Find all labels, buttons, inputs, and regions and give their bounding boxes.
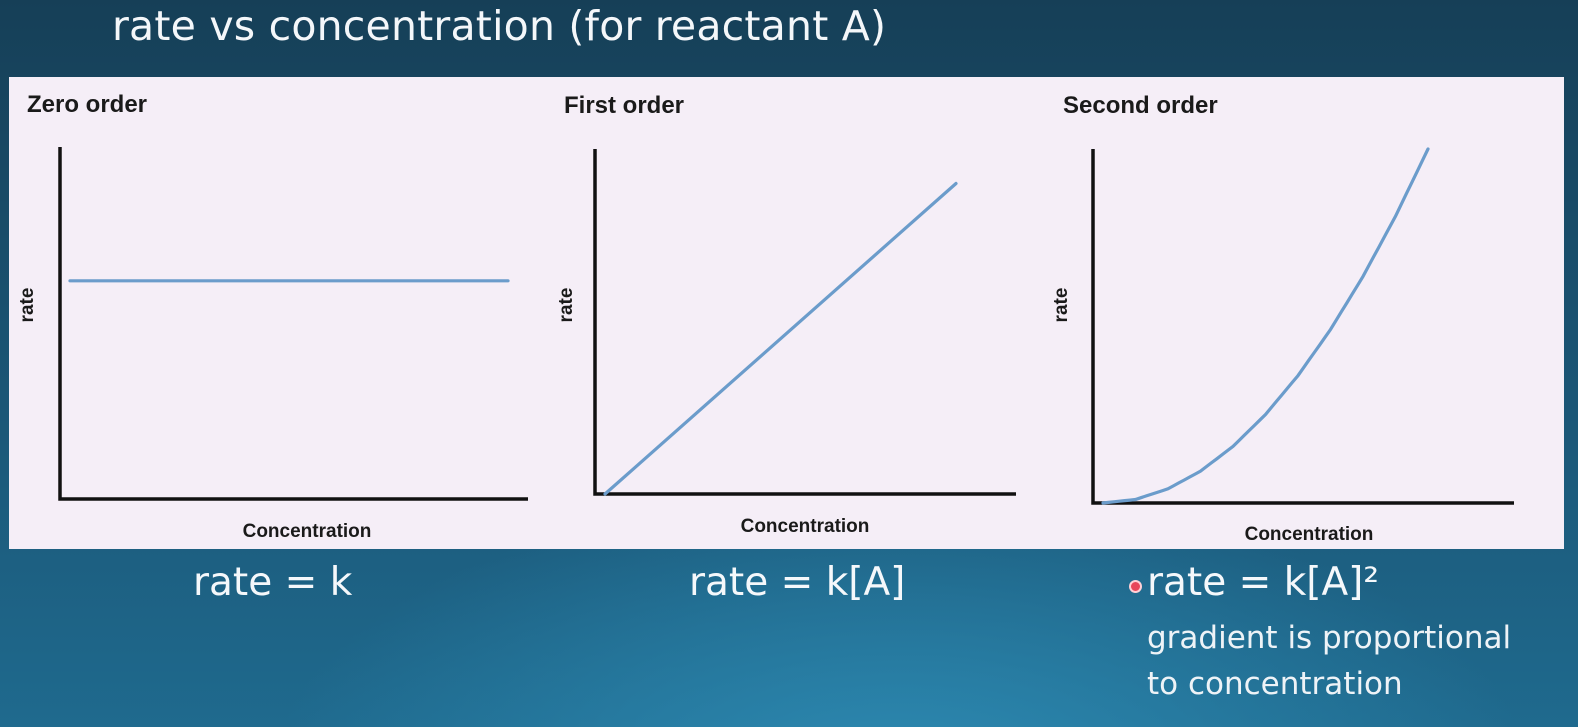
y-axis-label-zero-order: rate [17, 288, 38, 323]
chart-title-zero-order: Zero order [27, 91, 147, 118]
note-line-1: gradient is proportional [1147, 620, 1512, 656]
y-axis-label-second-order: rate [1051, 288, 1072, 323]
equation-first-order: rate = k[A] [689, 560, 906, 605]
charts-svg: Zero order rate Concentration First order ra… [17, 91, 1514, 545]
x-axis-label-zero-order: Concentration [243, 521, 372, 542]
chart-title-first-order: First order [564, 92, 684, 119]
series-line-first-order [603, 181, 958, 496]
laser-pointer-icon [1129, 580, 1142, 593]
x-axis-label-second-order: Concentration [1245, 524, 1374, 545]
axes-first-order [593, 149, 1016, 496]
equation-zero-order: rate = k [193, 560, 353, 605]
x-axis-label-first-order: Concentration [741, 516, 870, 537]
axes-zero-order [58, 147, 528, 501]
equation-second-order: rate = k[A]² [1147, 560, 1380, 605]
charts-panel: Zero order rate Concentration First order ra… [9, 77, 1564, 549]
series-line-second-order [1101, 147, 1430, 505]
note-line-2: to concentration [1147, 666, 1403, 702]
slide-title: rate vs concentration (for reactant A) [112, 2, 887, 50]
y-axis-label-first-order: rate [556, 288, 577, 323]
axes-second-order [1091, 149, 1514, 505]
chart-title-second-order: Second order [1063, 92, 1218, 119]
